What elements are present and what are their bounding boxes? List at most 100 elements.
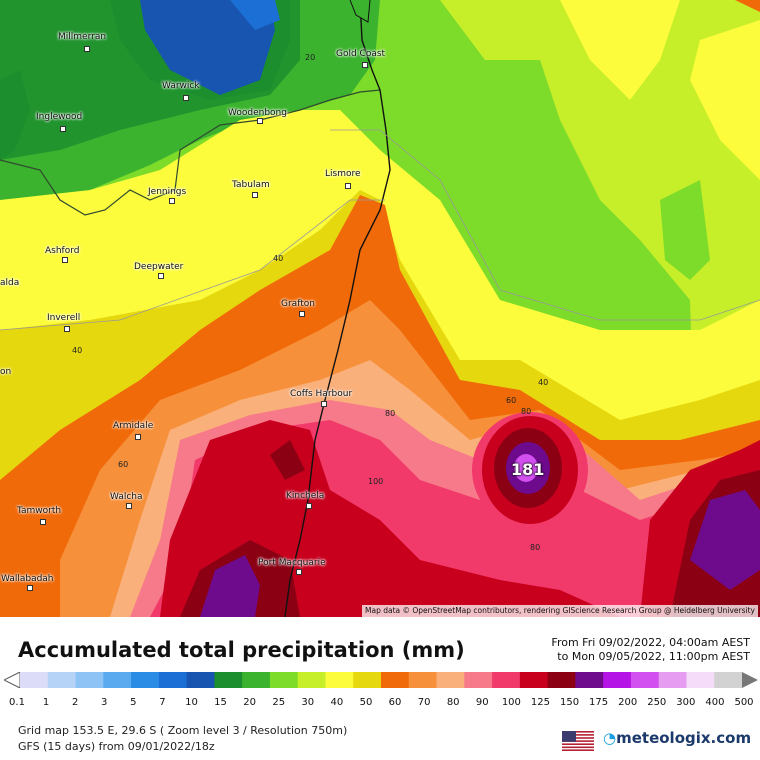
scale-swatch <box>464 672 493 688</box>
scale-swatch <box>436 672 465 688</box>
scale-swatch <box>714 672 743 688</box>
map-canvas <box>0 0 760 617</box>
scale-tick-label: 500 <box>734 697 754 708</box>
scale-tick-label: 60 <box>388 697 402 708</box>
scale-tick-label: 30 <box>301 697 315 708</box>
scale-swatch <box>603 672 632 688</box>
scale-tick-label: 175 <box>589 697 609 708</box>
scale-arrow-left <box>4 672 21 688</box>
scale-swatch <box>630 672 660 688</box>
scale-tick-label: 20 <box>243 697 256 708</box>
town-label: Kinchela <box>286 491 325 501</box>
max-precip-label: 181 <box>511 460 545 479</box>
scale-swatch <box>547 672 576 688</box>
town-label: Gold Coast <box>336 49 386 59</box>
scale-swatch <box>131 672 160 688</box>
scale-tick-label: 5 <box>130 697 137 708</box>
scale-tick-label: 10 <box>185 697 198 708</box>
scale-tick-label: 400 <box>705 697 725 708</box>
scale-swatch <box>103 672 132 688</box>
color-scale-ticks: 0.1 1 2 3 5 7 10 15 20 25 30 40 50 60 70 80 90 100 125 150 1… <box>9 697 754 711</box>
town-label: Inverell <box>47 313 81 323</box>
town-label: Tamworth <box>17 506 62 516</box>
scale-swatch <box>575 672 604 688</box>
contour-label: 60 <box>506 396 517 405</box>
precipitation-map[interactable]: Millmerran Warwick Gold Coast Inglewood … <box>0 0 760 617</box>
scale-swatch <box>20 672 49 688</box>
map-attribution[interactable]: Map data © OpenStreetMap contributors, r… <box>362 605 758 617</box>
brand-swirl-icon: ◔ <box>603 729 617 747</box>
town-label: Grafton <box>281 299 315 309</box>
scale-tick-label: 0.1 <box>9 697 25 708</box>
scale-tick-label: 25 <box>272 697 286 708</box>
town-label: Millmerran <box>58 32 107 42</box>
contour-label: 80 <box>385 409 396 418</box>
scale-tick-label: 1 <box>42 697 50 708</box>
scale-tick-label: 3 <box>101 697 108 708</box>
scale-tick-label: 40 <box>330 697 344 708</box>
contour-label: 20 <box>305 53 316 62</box>
scale-swatch <box>242 672 271 688</box>
scale-swatch <box>325 672 354 688</box>
scale-swatch <box>75 672 104 688</box>
legend-title: Accumulated total precipitation (mm) <box>18 638 465 662</box>
town-label: Port Macquarie <box>258 558 326 568</box>
scale-swatch <box>408 672 438 688</box>
scale-tick-label: 200 <box>618 697 638 708</box>
town-label: Tabulam <box>232 180 270 190</box>
town-label: Coffs Harbour <box>290 389 353 399</box>
model-info: GFS (15 days) from 09/01/2022/18z <box>18 740 215 753</box>
scale-tick-label: 7 <box>159 697 166 708</box>
scale-tick-label: 70 <box>417 697 431 708</box>
town-label: Ashford <box>45 246 80 256</box>
scale-swatch <box>686 672 715 688</box>
scale-tick-label: 90 <box>475 697 489 708</box>
scale-swatch <box>186 672 215 688</box>
scale-tick-label: 2 <box>71 697 79 708</box>
scale-tick-label: 125 <box>530 697 550 708</box>
scale-swatch <box>492 672 521 688</box>
scale-swatch <box>297 672 326 688</box>
scale-swatch <box>158 672 188 688</box>
date-to: to Mon 09/05/2022, 11:00pm AEST <box>557 650 750 663</box>
town-label: Woodenbong <box>228 108 287 118</box>
town-label: Lismore <box>325 169 361 179</box>
scale-swatch <box>269 672 299 688</box>
scale-swatch <box>214 672 243 688</box>
scale-tick-label: 15 <box>214 697 227 708</box>
color-scale-bar <box>4 672 758 688</box>
town-label: Armidale <box>113 421 154 431</box>
town-label: on <box>0 367 12 377</box>
scale-arrow-right <box>742 672 758 688</box>
scale-tick-label: 50 <box>359 697 373 708</box>
town-label: Jennings <box>148 187 187 197</box>
contour-label: 100 <box>368 477 384 486</box>
brand-name: meteologix.com <box>616 729 752 747</box>
contour-label: 40 <box>273 254 284 263</box>
scale-tick-label: 250 <box>647 697 667 708</box>
scale-tick-label: 80 <box>446 697 460 708</box>
contour-label: 40 <box>538 378 549 387</box>
scale-swatch <box>353 672 382 688</box>
us-flag-icon[interactable] <box>562 731 594 751</box>
scale-tick-label: 100 <box>501 697 521 708</box>
town-label: Deepwater <box>134 262 184 272</box>
date-from: From Fri 09/02/2022, 04:00am AEST <box>551 636 750 649</box>
scale-tick-label: 150 <box>559 697 580 708</box>
grid-info: Grid map 153.5 E, 29.6 S ( Zoom level 3 … <box>18 724 348 737</box>
town-label: Warwick <box>162 81 200 91</box>
contour-label: 60 <box>118 460 129 469</box>
town-label: Wallabadah <box>1 574 54 584</box>
contour-label: 80 <box>530 543 541 552</box>
contour-label: 80 <box>521 407 532 416</box>
brand-logo[interactable]: ◔meteologix.com <box>603 729 751 747</box>
scale-swatch <box>47 672 77 688</box>
town-label: Inglewood <box>36 112 83 122</box>
town-label: alda <box>0 278 20 288</box>
scale-tick-label: 300 <box>676 697 696 708</box>
scale-swatch <box>519 672 549 688</box>
scale-swatch <box>658 672 687 688</box>
contour-label: 40 <box>72 346 83 355</box>
scale-swatch <box>381 672 410 688</box>
town-label: Walcha <box>110 492 143 502</box>
